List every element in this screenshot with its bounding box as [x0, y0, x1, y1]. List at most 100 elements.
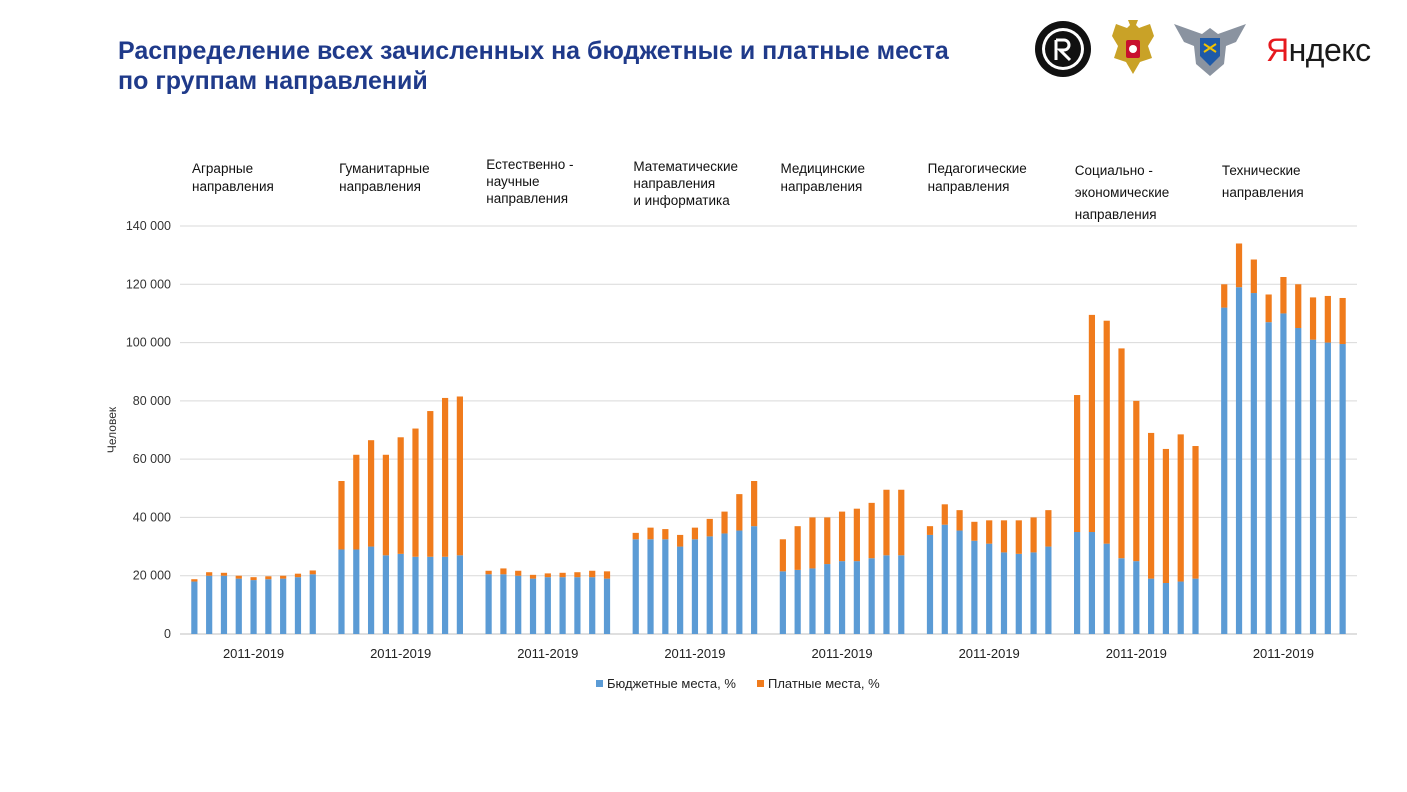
bar-budget: [1088, 532, 1096, 634]
bar-paid: [809, 517, 816, 569]
bar-paid: [1045, 510, 1052, 547]
bar-paid: [353, 454, 360, 550]
bar-paid: [883, 489, 890, 556]
y-tick-label: 20 000: [133, 569, 171, 583]
bar-paid: [220, 572, 228, 576]
bar-budget: [515, 575, 522, 634]
bar-paid: [338, 481, 345, 550]
bar-budget: [294, 577, 302, 634]
bar-paid: [721, 511, 728, 534]
hse-logo-icon: [1035, 21, 1091, 77]
bar-budget: [367, 546, 375, 634]
bar-budget: [721, 533, 728, 634]
category-label: Математические направления и информатика: [633, 159, 738, 208]
bar-paid: [1250, 259, 1257, 294]
bar-budget: [647, 539, 654, 634]
bar-paid: [206, 572, 213, 576]
page-title: Распределение всех зачисленных на бюджет…: [118, 36, 998, 96]
bar-budget: [1000, 552, 1008, 634]
bar-paid: [853, 508, 860, 562]
x-tick-label: 2011-2019: [1253, 646, 1314, 661]
bar-budget: [1339, 344, 1346, 634]
bar-paid: [956, 510, 963, 531]
bar-paid: [1339, 297, 1346, 345]
bar-paid: [1324, 295, 1331, 343]
logo-bar: Яндекс: [1030, 14, 1371, 84]
bar-paid: [191, 579, 198, 582]
bar-budget: [397, 553, 404, 634]
category-label: Социально - экономические направления: [1074, 163, 1170, 222]
bar-paid: [280, 575, 287, 579]
bar-paid: [485, 570, 492, 575]
bar-budget: [1309, 339, 1317, 634]
y-tick-label: 80 000: [133, 394, 171, 408]
bar-paid: [1192, 446, 1199, 579]
bar-budget: [926, 534, 934, 634]
bar-budget: [632, 539, 639, 634]
bar-paid: [662, 529, 669, 540]
bar-paid: [1309, 297, 1317, 340]
bar-paid: [647, 527, 654, 540]
bars: [191, 243, 1346, 634]
bar-paid: [941, 504, 948, 525]
bar-paid: [265, 576, 272, 580]
rosobrnadzor-emblem-icon: [1174, 24, 1246, 76]
bar-paid: [441, 397, 449, 557]
bar-paid: [574, 572, 581, 578]
bar-budget: [500, 574, 507, 634]
x-tick-label: 2011-2019: [664, 646, 725, 661]
x-tick-label: 2011-2019: [370, 646, 431, 661]
bar-budget: [220, 575, 228, 634]
bar-budget: [779, 571, 786, 634]
bar-paid: [751, 481, 758, 527]
yandex-logo: Яндекс: [1266, 32, 1371, 69]
bar-paid: [1133, 400, 1140, 562]
bar-paid: [632, 532, 639, 540]
bar-budget: [603, 578, 611, 634]
bar-paid: [309, 570, 316, 575]
bar-paid: [1000, 520, 1008, 553]
bar-budget: [838, 561, 846, 634]
bar-budget: [1015, 553, 1022, 634]
y-tick-label: 40 000: [133, 510, 171, 524]
bar-budget: [338, 549, 345, 634]
bar-budget: [191, 581, 198, 634]
bar-budget: [353, 549, 360, 634]
x-tick-label: 2011-2019: [223, 646, 284, 661]
bar-paid: [235, 575, 242, 579]
category-label: Педагогические направления: [927, 161, 1027, 194]
bar-paid: [427, 411, 434, 557]
bar-budget: [1118, 558, 1125, 634]
bar-budget: [529, 578, 537, 634]
bar-budget: [691, 539, 699, 634]
bar-budget: [794, 569, 801, 634]
bar-paid: [1280, 277, 1287, 314]
bar-budget: [971, 540, 978, 634]
bar-budget: [1250, 293, 1257, 634]
bar-paid: [500, 568, 507, 575]
category-label: Гуманитарные направления: [339, 161, 430, 194]
x-tick-label: 2011-2019: [1106, 646, 1167, 661]
bar-budget: [706, 536, 713, 634]
yandex-logo-letter: Я: [1266, 32, 1289, 68]
bar-budget: [206, 575, 213, 634]
bar-paid: [1221, 284, 1228, 308]
x-tick-labels: 2011-2019 2011-2019 2011-2019 2011-2019 2011…: [223, 646, 1314, 661]
y-tick-label: 60 000: [133, 452, 171, 466]
legend-swatch: [596, 680, 603, 687]
bar-paid: [1103, 320, 1110, 544]
y-tick-label: 120 000: [126, 277, 171, 291]
bar-paid: [412, 428, 419, 557]
bar-budget: [1103, 543, 1110, 634]
y-tick-labels: 0 20 000 40 000 60 000 80 000 100 000 120 000 1…: [126, 219, 171, 641]
y-tick-label: 140 000: [126, 219, 171, 233]
bar-budget: [485, 574, 492, 634]
bar-budget: [1265, 322, 1272, 634]
bar-budget: [1030, 552, 1037, 634]
bar-budget: [736, 530, 743, 634]
category-label: Технические направления: [1221, 163, 1304, 200]
bar-paid: [1030, 517, 1037, 553]
bar-paid: [1295, 284, 1302, 328]
bar-budget: [853, 561, 860, 634]
